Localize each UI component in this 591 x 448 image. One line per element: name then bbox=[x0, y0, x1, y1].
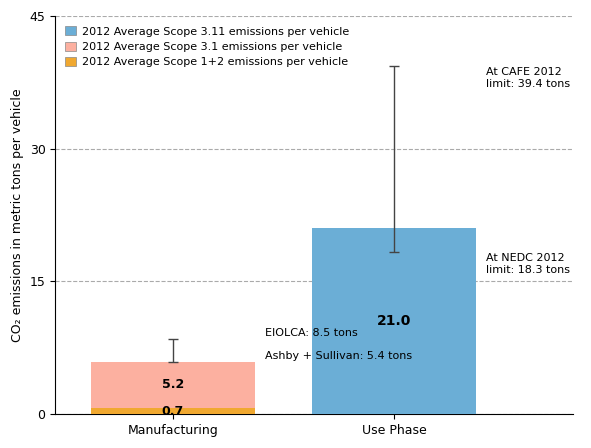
Bar bbox=[90, 362, 255, 408]
Text: EIOLCA: 8.5 tons: EIOLCA: 8.5 tons bbox=[265, 327, 358, 338]
Text: 21.0: 21.0 bbox=[377, 314, 411, 328]
Text: 0.7: 0.7 bbox=[162, 405, 184, 418]
Text: At NEDC 2012
limit: 18.3 tons: At NEDC 2012 limit: 18.3 tons bbox=[486, 253, 570, 275]
Bar bbox=[90, 408, 255, 414]
Y-axis label: CO₂ emissions in metric tons per vehicle: CO₂ emissions in metric tons per vehicle bbox=[11, 88, 24, 342]
Text: 5.2: 5.2 bbox=[162, 379, 184, 392]
Legend: 2012 Average Scope 3.11 emissions per vehicle, 2012 Average Scope 3.1 emissions : 2012 Average Scope 3.11 emissions per ve… bbox=[61, 22, 353, 72]
Bar bbox=[311, 228, 476, 414]
Text: At CAFE 2012
limit: 39.4 tons: At CAFE 2012 limit: 39.4 tons bbox=[486, 67, 570, 89]
Text: Ashby + Sullivan: 5.4 tons: Ashby + Sullivan: 5.4 tons bbox=[265, 351, 412, 361]
